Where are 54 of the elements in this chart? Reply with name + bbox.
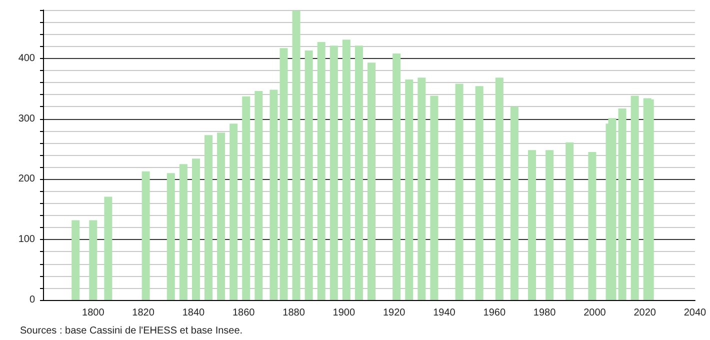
bar	[566, 142, 574, 300]
y-tick-label: 0	[29, 294, 36, 306]
x-tick-label: 1880	[282, 308, 306, 318]
bar	[304, 50, 313, 300]
x-tick-label: 1920	[382, 308, 406, 318]
bar	[342, 40, 350, 300]
bar	[495, 78, 504, 300]
bar	[192, 158, 200, 300]
source-note: Sources : base Cassini de l'EHESS et base Insee.	[20, 326, 243, 336]
bar	[368, 62, 376, 300]
x-tick-label: 2020	[634, 308, 656, 318]
x-tick-label: 1820	[132, 308, 155, 318]
bar	[418, 78, 426, 300]
x-tick-label: 1900	[332, 308, 356, 318]
bar	[280, 48, 288, 300]
bar	[242, 96, 250, 300]
bar	[254, 90, 263, 300]
bar	[72, 220, 80, 300]
x-tick-label: 2040	[684, 308, 707, 318]
x-tick-label: 1960	[483, 308, 506, 318]
y-tick-label: 200	[18, 174, 36, 185]
x-tick-label: 1980	[533, 308, 556, 318]
bar	[510, 106, 518, 300]
bar	[104, 196, 112, 300]
x-tick-label: 2000	[584, 308, 606, 318]
bar	[142, 171, 150, 300]
bar	[354, 46, 363, 300]
y-tick-label: 300	[18, 113, 36, 124]
bar	[405, 79, 414, 300]
y-tick-label: 400	[18, 52, 36, 64]
bar	[618, 108, 626, 300]
bar	[455, 84, 464, 300]
bar	[166, 173, 175, 300]
bar	[317, 42, 326, 300]
bar	[588, 152, 596, 300]
bar	[292, 10, 300, 300]
bar	[475, 86, 484, 300]
x-tick-label: 1840	[182, 308, 206, 318]
bar	[270, 90, 278, 300]
x-tick-label: 1860	[232, 308, 256, 318]
bar	[330, 46, 338, 300]
x-tick-label: 1800	[82, 308, 105, 318]
x-tick-label: 1940	[433, 308, 456, 318]
bar	[528, 150, 536, 300]
bar	[392, 54, 401, 300]
bar	[89, 220, 98, 300]
bar	[179, 164, 188, 300]
bar	[430, 96, 438, 300]
bar	[217, 132, 226, 300]
bar	[630, 96, 639, 300]
bar	[230, 124, 238, 300]
bar	[546, 150, 554, 300]
bar	[204, 135, 213, 300]
y-tick-label: 100	[18, 234, 36, 246]
